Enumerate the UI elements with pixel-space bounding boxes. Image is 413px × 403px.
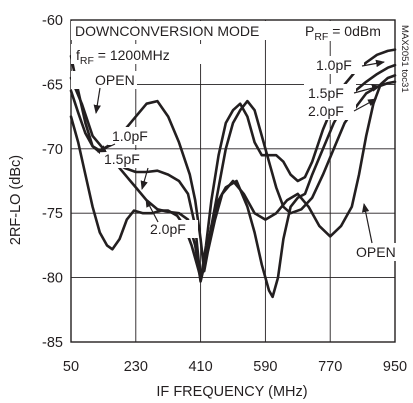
label-2pf-left-bg <box>146 220 198 238</box>
arrow-2pf-left <box>145 198 159 223</box>
y-axis-title: 2RF-LO (dBc) <box>8 155 24 245</box>
open-label-right-bg <box>352 243 400 261</box>
label-2pf-right-bg <box>304 102 356 120</box>
x-tick-label: 590 <box>253 359 277 375</box>
open-label-left-bg <box>71 71 137 89</box>
series-line-2 <box>69 63 397 299</box>
y-tick-label: -65 <box>42 77 63 93</box>
series-label-15pf-right: 1.5pF <box>308 85 344 101</box>
arrow-1pf-right <box>361 59 385 68</box>
x-tick-label: 230 <box>124 359 148 375</box>
x-axis-title: IF FREQUENCY (MHz) <box>156 384 307 400</box>
y-tick-label: -80 <box>42 271 63 287</box>
prf-symbol: P <box>305 23 314 39</box>
arrow-open-left <box>93 87 101 114</box>
prf-subscript: RF <box>314 31 328 43</box>
label-15pf-right-bg <box>304 84 356 102</box>
series-label-open-right: OPEN <box>356 244 396 260</box>
arrow-open-right <box>361 203 373 244</box>
prf-value: = 0dBm <box>328 23 381 39</box>
tick-labels: 50 230 410 590 770 950 -60 -65 -70 -75 -80 -85 <box>42 13 407 375</box>
y-tick-label: -75 <box>42 206 63 222</box>
frf-symbol: f <box>76 47 80 63</box>
series-label-2pf-right: 2.0pF <box>308 103 344 119</box>
series-line-3 <box>69 80 397 279</box>
x-tick-label: 770 <box>318 359 342 375</box>
part-code: MAX2051 toc31 <box>399 25 410 93</box>
x-tick-label: 50 <box>63 359 79 375</box>
arrow-2pf-right <box>353 98 377 112</box>
y-tick-label: -60 <box>42 13 63 29</box>
series-label-open-left: OPEN <box>95 72 135 88</box>
label-15pf-left-bg <box>100 150 152 168</box>
y-tick-label: -85 <box>42 335 63 351</box>
series-label-1pf-right: 1.0pF <box>316 57 352 73</box>
frf-subscript: RF <box>80 55 94 67</box>
x-tick-label: 950 <box>383 359 407 375</box>
x-tick-label: 410 <box>188 359 212 375</box>
prf-label-bg <box>302 21 394 41</box>
frf-value: = 1200MHz <box>94 47 170 63</box>
series-label-1pf-left: 1.0pF <box>112 128 148 144</box>
mode-label-bg <box>71 21 297 40</box>
series-label-2pf-left: 2.0pF <box>150 221 186 237</box>
series-lines <box>69 48 397 299</box>
mode-label: DOWNCONVERSION MODE <box>75 23 259 39</box>
label-1pf-right-bg <box>312 56 364 74</box>
arrow-15pf-left <box>140 167 149 190</box>
plot-frame <box>70 19 396 343</box>
arrow-15pf-right <box>353 84 381 94</box>
label-1pf-left-bg <box>108 127 160 145</box>
series-label-15pf-left: 1.5pF <box>104 151 140 167</box>
arrow-1pf-left <box>97 143 116 153</box>
frf-label: fRF = 1200MHz <box>76 47 170 67</box>
y-tick-label: -70 <box>42 142 63 158</box>
prf-label: PRF = 0dBm <box>305 23 381 43</box>
frf-label-bg <box>71 44 205 64</box>
